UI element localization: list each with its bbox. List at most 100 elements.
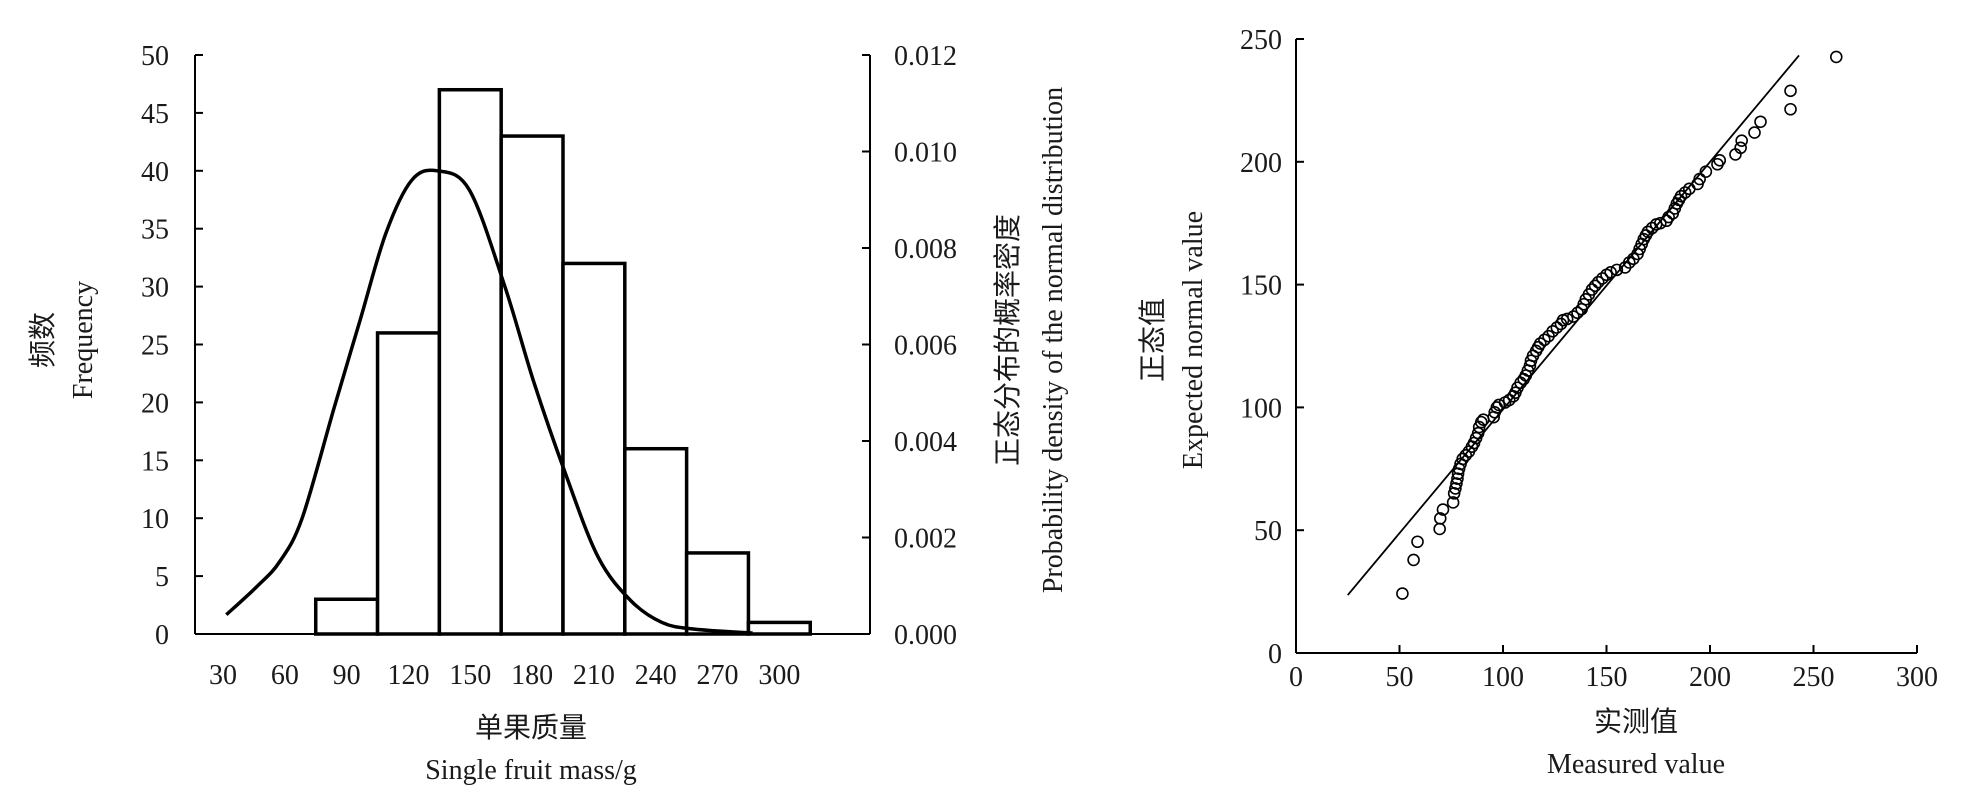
qq-x-tick-label: 200: [1689, 662, 1731, 693]
y-tick-label: 35: [141, 215, 169, 246]
y2-axis-title: Probability density of the normal distri…: [1038, 87, 1069, 593]
qq-point: [1596, 272, 1609, 285]
y-tick-label: 30: [141, 273, 169, 304]
qq-point: [1693, 172, 1706, 186]
x-axis-title-cn: 单果质量: [475, 712, 587, 744]
y-tick-label: 25: [141, 331, 169, 362]
qq-point: [1567, 310, 1580, 323]
qq-point: [1604, 266, 1617, 279]
qq-point: [1436, 503, 1450, 516]
qq-point: [1411, 535, 1424, 549]
histogram-bar: [684, 551, 751, 636]
y2-tick-label: 0.002: [894, 524, 957, 555]
qq-plot-chart: 0 50 100 150 200 250 0 50 100 150 200 250 300 正态值 Ex…: [1137, 25, 1938, 780]
histogram-bar: [746, 620, 812, 636]
x-tick-label: 240: [635, 660, 677, 691]
qq-point: [1502, 393, 1516, 407]
qq-point: [1456, 452, 1469, 466]
qq-y-tick-label: 100: [1240, 393, 1282, 424]
qq-point: [1538, 333, 1551, 347]
qq-point: [1588, 279, 1602, 293]
y-tick-label: 40: [141, 157, 169, 188]
qq-point: [1474, 415, 1488, 429]
histogram-chart: 0 5 10 15 20 25 30 35 40 45 50 0.000 0.002 0.004 0.006…: [27, 41, 1069, 786]
qq-point: [1459, 448, 1473, 462]
qq-y-tick-label: 200: [1240, 148, 1282, 179]
y-tick-label: 0: [155, 620, 169, 651]
y2-tick-label: 0.008: [894, 234, 957, 265]
qq-point: [1533, 337, 1547, 350]
qq-point: [1550, 321, 1564, 334]
qq-reference-line: [1347, 54, 1800, 596]
qq-point: [1713, 154, 1727, 167]
x-tick-label: 30: [209, 660, 237, 691]
histogram-bar: [437, 87, 503, 636]
y2-axis-title-cn: 正态分布的概率密度: [992, 214, 1024, 466]
qq-y-axis-title: Expected normal value: [1178, 211, 1209, 469]
qq-point: [1610, 263, 1624, 277]
qq-point: [1829, 50, 1843, 64]
qq-y-tick-label: 50: [1254, 516, 1282, 547]
normal-density-curve: [225, 168, 753, 635]
y2-tick-label: 0.004: [894, 427, 957, 458]
y-tick-label: 20: [141, 388, 169, 419]
x-tick-label: 300: [758, 660, 800, 691]
qq-point: [1450, 477, 1463, 490]
qq-axes: 0 50 100 150 200 250 0 50 100 150 200 250 300: [1240, 25, 1938, 693]
qq-points: [1396, 50, 1843, 600]
qq-point: [1662, 210, 1675, 224]
qq-x-axis-title: Measured value: [1547, 749, 1725, 780]
histogram-bar: [499, 134, 565, 636]
qq-point: [1754, 115, 1767, 129]
qq-point: [1784, 102, 1797, 116]
qq-x-tick-label: 150: [1586, 662, 1628, 693]
qq-point: [1433, 522, 1446, 536]
y2-tick-label: 0.006: [894, 331, 957, 362]
qq-point: [1407, 553, 1420, 567]
qq-point: [1396, 587, 1409, 600]
y-tick-label: 5: [155, 562, 169, 593]
qq-y-axis-title-cn: 正态值: [1137, 298, 1169, 382]
qq-point: [1748, 126, 1761, 139]
qq-y-tick-label: 0: [1268, 639, 1282, 670]
x-tick-label: 120: [387, 660, 429, 691]
y-axis-title-cn: 频数: [27, 312, 59, 368]
qq-point: [1622, 256, 1636, 269]
x-tick-label: 270: [697, 660, 739, 691]
histogram-axes: 0 5 10 15 20 25 30 35 40 45 50 0.000 0.002 0.004 0.006…: [141, 41, 957, 691]
qq-point: [1591, 275, 1605, 289]
x-tick-label: 180: [511, 660, 553, 691]
qq-point: [1734, 141, 1747, 155]
qq-x-tick-label: 50: [1386, 662, 1414, 693]
x-axis-title: Single fruit mass/g: [425, 755, 637, 786]
qq-y-tick-label: 250: [1240, 25, 1282, 56]
y-axis-title: Frequency: [68, 281, 99, 399]
qq-point: [1784, 84, 1797, 98]
x-tick-label: 150: [449, 660, 491, 691]
y-tick-label: 45: [141, 99, 169, 130]
qq-point: [1699, 165, 1713, 178]
y2-tick-label: 0.000: [894, 620, 957, 651]
qq-point: [1585, 283, 1599, 296]
x-tick-label: 90: [333, 660, 361, 691]
qq-point: [1735, 134, 1748, 147]
histogram-bar: [375, 331, 442, 636]
qq-point: [1678, 186, 1692, 199]
qq-point: [1571, 306, 1584, 320]
x-tick-label: 210: [573, 660, 615, 691]
qq-point: [1451, 472, 1464, 485]
qq-point: [1446, 496, 1460, 509]
qq-point: [1674, 189, 1688, 203]
y2-tick-label: 0.012: [894, 41, 957, 72]
histogram-bar: [313, 597, 380, 636]
qq-point: [1641, 225, 1655, 239]
qq-x-tick-label: 100: [1482, 662, 1524, 693]
qq-point: [1546, 324, 1559, 338]
qq-x-axis-title-cn: 实测值: [1594, 706, 1678, 738]
qq-point: [1492, 398, 1506, 412]
y2-tick-label: 0.010: [894, 138, 957, 169]
qq-x-tick-label: 300: [1896, 662, 1938, 693]
y-tick-label: 15: [141, 446, 169, 477]
y-tick-label: 50: [141, 41, 169, 72]
